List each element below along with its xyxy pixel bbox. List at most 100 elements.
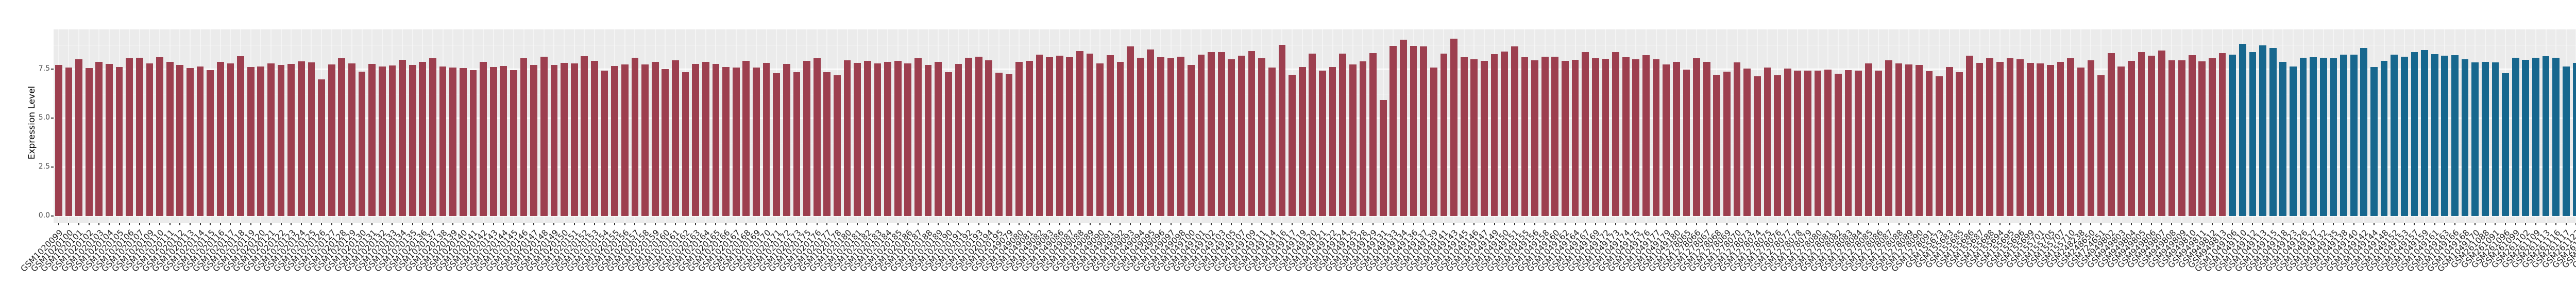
- bar-GSM1049179: [1663, 64, 1670, 216]
- bar-slot: GSM1049133: [1353, 29, 1399, 274]
- bar-GSM1020124: [297, 61, 305, 216]
- x-tick-mark: [1635, 223, 1637, 225]
- bar-GSM1278066: [1693, 58, 1700, 216]
- bar-slot: GSM1020161: [635, 29, 682, 274]
- bar-GSM1049138: [2340, 54, 2347, 216]
- bar-slot: GSM1049094: [1100, 29, 1147, 274]
- gridline: [54, 215, 2576, 217]
- bar-slot: GSM1049157: [2375, 29, 2420, 274]
- bar-slot: GSM1049114: [1232, 29, 1278, 274]
- x-tick-mark: [270, 223, 272, 225]
- x-tick-mark: [371, 223, 373, 225]
- x-tick-mark: [705, 223, 706, 225]
- x-tick-mark: [1534, 223, 1536, 225]
- bar-slot: GSM1278067: [1667, 29, 1713, 274]
- x-tick-mark: [674, 223, 676, 225]
- bar-GSM1049116: [1278, 44, 1286, 216]
- bar-GSM1020117: [227, 63, 234, 216]
- bar-slot: GSM724651: [2065, 29, 2107, 270]
- bar-GSM1278082: [1834, 74, 1842, 216]
- bar-GSM1049175: [1632, 59, 1640, 216]
- bar-slot: GSM155696: [1984, 29, 2026, 270]
- bar-slot: GSM1020143: [453, 29, 500, 274]
- bar-slot: GSM1020153: [554, 29, 601, 274]
- bar-slot: GSM1020156: [585, 29, 631, 274]
- bar-slot: GSM1020113: [150, 29, 196, 274]
- x-tick-mark: [1666, 223, 1667, 225]
- bar-slot: GSM1049176: [1606, 29, 1652, 274]
- bar-slot: GSM1049142: [2324, 29, 2370, 274]
- bar-GSM1020136: [419, 62, 427, 216]
- bar-slot: GSM1049146: [1434, 29, 1480, 274]
- bar-slot: GSM1020115: [171, 29, 216, 274]
- bar-slot: GSM1049098: [1141, 29, 1187, 274]
- bar-GSM1020176: [813, 58, 821, 216]
- bar-GSM1049113: [2259, 45, 2266, 216]
- bar-slot: GSM1049106: [2193, 29, 2239, 274]
- x-tick-mark: [1645, 223, 1647, 225]
- x-tick-mark: [2191, 223, 2193, 225]
- bar-slot: GSM1049113: [2223, 29, 2269, 274]
- bar-slot: GSM1020188: [888, 29, 935, 274]
- x-tick-mark: [1281, 223, 1283, 225]
- bar-slot: GSM1049167: [1546, 29, 1591, 274]
- bar-slot: GSM1049120: [1273, 29, 1318, 274]
- y-tick-mark: [51, 69, 54, 70]
- x-tick-mark: [1221, 223, 1222, 225]
- x-tick-mark: [1301, 223, 1303, 225]
- bar-slot: GSM1020129: [312, 29, 358, 274]
- x-tick-mark: [503, 223, 504, 225]
- bar-slot: GSM1020141: [433, 29, 479, 274]
- x-tick-mark: [210, 223, 211, 225]
- x-tick-mark: [1787, 223, 1788, 225]
- bar-slot: GSM155710: [2035, 29, 2077, 270]
- x-tick-mark: [816, 223, 818, 225]
- bar-GSM1020181: [854, 62, 861, 216]
- x-tick-mark: [1948, 223, 1950, 225]
- bar-GSM1020151: [570, 63, 578, 216]
- bar-slot: GSM1020157: [595, 29, 641, 274]
- bar-slot: GSM1049125: [1313, 29, 1359, 274]
- bar-GSM1049151: [1511, 46, 1518, 216]
- bar-GSM1049145: [1460, 57, 1468, 216]
- bar-GSM1020157: [631, 57, 639, 216]
- x-tick-mark: [2121, 223, 2122, 225]
- bar-slot: GSM1049080: [979, 29, 1025, 274]
- bar-GSM1049177: [1652, 59, 1660, 216]
- x-tick-mark: [1747, 223, 1748, 225]
- x-tick-mark: [1402, 223, 1404, 225]
- bar-GSM155695: [2006, 58, 2014, 216]
- bar-GSM1049166: [2451, 55, 2459, 216]
- x-tick-mark: [452, 223, 454, 225]
- bar-GSM1049103: [1217, 52, 1225, 216]
- bar-slot: GSM1020120: [221, 29, 267, 274]
- bar-GSM1049122: [1329, 67, 1336, 216]
- bar-slot: GSM1020142: [444, 29, 489, 274]
- x-tick-mark: [1140, 223, 1141, 225]
- bar-slot: GSM1049162: [1525, 29, 1571, 274]
- x-tick-mark: [1089, 223, 1091, 225]
- bar-slot: GSM1020190: [908, 29, 955, 274]
- bar-GSM1049159: [2421, 50, 2428, 216]
- bar-slot: GSM1020165: [676, 29, 722, 274]
- bar-GSM1020180: [843, 60, 851, 216]
- x-tick-mark: [685, 223, 686, 225]
- bar-GSM1049120: [1309, 53, 1316, 216]
- bar-slot: GSM155673: [1903, 29, 1945, 270]
- bar-GSM1049112: [2249, 52, 2257, 216]
- x-tick-mark: [493, 223, 494, 225]
- x-tick-mark: [2535, 223, 2536, 225]
- bar-slot: GSM1020160: [625, 29, 671, 274]
- bar-GSM1020147: [530, 65, 538, 216]
- bar-GSM1020142: [480, 62, 487, 216]
- bar-slot: GSM1020101: [39, 29, 85, 274]
- bar-GSM1020171: [773, 73, 781, 216]
- x-tick-mark: [331, 223, 332, 225]
- bar-slot: GSM1049129: [1333, 29, 1379, 274]
- bar-slot: GSM1049137: [1384, 29, 1430, 274]
- bar-GSM1049089: [1086, 53, 1094, 216]
- x-tick-mark: [1928, 223, 1930, 225]
- bar-GSM1020155: [611, 65, 619, 216]
- x-tick-mark: [958, 223, 959, 225]
